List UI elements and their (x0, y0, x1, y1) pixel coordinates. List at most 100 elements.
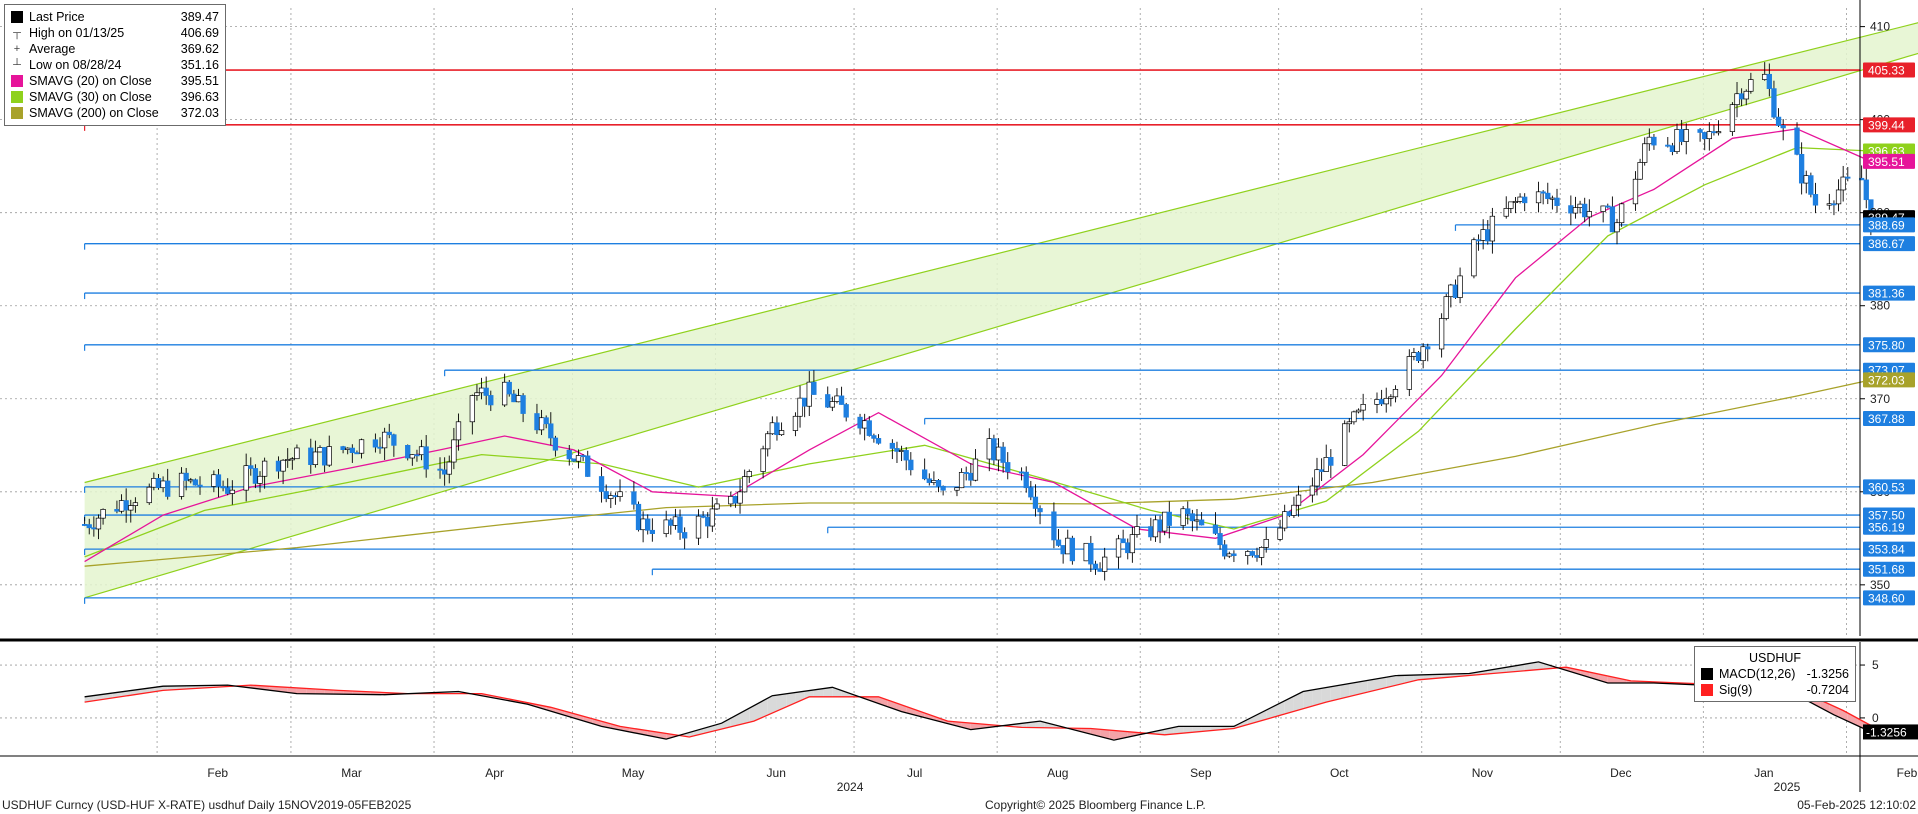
candle-body (321, 447, 328, 466)
price-badge-388.69 (1863, 217, 1915, 233)
legend-item-name: Low on 08/28/24 (29, 58, 122, 72)
candle-body (1618, 203, 1625, 224)
candle-body (995, 446, 1002, 461)
price-badge-375.80 (1863, 337, 1915, 353)
price-badge-386.67 (1863, 236, 1915, 252)
candle-body (515, 395, 522, 403)
candle-body (737, 491, 743, 504)
price-badge-381.36 (1863, 285, 1915, 301)
footer-right: 05-Feb-2025 12:10:02 (1797, 798, 1916, 812)
candle-body (520, 395, 526, 414)
candle-body (1282, 511, 1288, 529)
candle-body (769, 422, 775, 435)
candle-body (585, 455, 591, 477)
candle-body (225, 487, 231, 494)
macd-fill-segment (832, 687, 842, 697)
x-axis-month-label: Nov (1472, 766, 1493, 780)
candle-body (1231, 553, 1237, 557)
candle-body (1222, 544, 1228, 557)
candle-body (1051, 511, 1057, 541)
candle-body (760, 448, 766, 472)
macd-fill-segment (583, 716, 593, 724)
candle-body (1374, 399, 1380, 405)
macd-fill-segment (555, 708, 565, 716)
price-badge-label: 372.03 (1868, 373, 1905, 387)
candle-body (91, 527, 97, 530)
price-badge-label: 381.36 (1868, 287, 1905, 301)
macd-fill-segment (970, 723, 981, 730)
candle-body (349, 447, 355, 453)
price-badge-label: 388.69 (1868, 218, 1905, 232)
candle-body (811, 381, 817, 395)
candle-body (1683, 129, 1689, 142)
candle-body (1835, 189, 1842, 205)
x-axis-month-label: Oct (1330, 766, 1349, 780)
candle-body (1000, 446, 1006, 463)
candle-body (972, 458, 979, 481)
candle-body (1291, 504, 1297, 516)
candle-body (423, 446, 429, 470)
candle-body (1125, 542, 1131, 554)
x-axis-month-label: Sep (1190, 766, 1212, 780)
legend-item-value: 389.47 (180, 10, 219, 24)
candle-body (1189, 513, 1196, 522)
candle-body (483, 387, 489, 396)
candle-body (862, 420, 868, 429)
candle-body (1120, 538, 1126, 544)
candle-body (414, 454, 420, 457)
candle-body (488, 395, 494, 406)
candle-body (1512, 201, 1519, 203)
candle-body (1314, 469, 1320, 487)
candle-body (931, 480, 937, 483)
candle-body (640, 518, 646, 531)
macd-fill-segment (1340, 683, 1350, 699)
candle-body (252, 468, 259, 484)
candle-body (1411, 352, 1417, 357)
candle-body (1032, 496, 1039, 509)
candle-body (243, 465, 249, 491)
legend-row: Last Price 389.47 (11, 9, 219, 25)
candle-body (1457, 275, 1463, 298)
price-badge-label: 405.33 (1868, 64, 1905, 78)
candle-body (377, 446, 383, 449)
candle-body (409, 454, 415, 459)
legend-item-name: SMAVG (200) on Close (29, 106, 159, 120)
candle-body (1157, 519, 1163, 532)
price-badge-395.51 (1863, 153, 1915, 169)
candle-body (114, 509, 120, 512)
candle-body (1540, 191, 1546, 194)
macd-legend-swatch (1701, 668, 1713, 680)
candle-body (954, 487, 960, 491)
candle-body (700, 515, 706, 518)
candle-body (1480, 229, 1486, 241)
candle-body (598, 476, 605, 492)
price-badges: 405.33399.44396.63395.51389.47388.69386.… (1863, 62, 1915, 606)
macd-fill-segment (1543, 663, 1553, 670)
candle-body (746, 471, 752, 477)
macd-legend-row: Sig(9) -0.7204 (1701, 682, 1849, 698)
candle-body (1083, 542, 1089, 562)
candle-body (778, 430, 785, 436)
x-axis-month-label: Jan (1754, 766, 1773, 780)
x-axis-month-label: May (622, 766, 645, 780)
candle-body (1729, 104, 1736, 132)
candle-body (1018, 471, 1025, 474)
x-axis-month-label: Jul (907, 766, 922, 780)
legend-item-name: SMAVG (20) on Close (29, 74, 152, 88)
candle-body (1452, 284, 1459, 298)
candle-body (1185, 508, 1191, 515)
macd-fill-segment (1321, 686, 1331, 704)
candle-body (1840, 176, 1846, 191)
candle-body (1665, 144, 1671, 147)
candle-body (1226, 553, 1232, 557)
macd-fill-segment (1358, 680, 1368, 695)
candle-body (1485, 229, 1491, 242)
macd-fill-segment (1081, 728, 1091, 735)
candle-body (1115, 538, 1122, 558)
macd-legend-row: MACD(12,26) -1.3256 (1701, 666, 1849, 682)
macd-fill-segment (1524, 662, 1534, 671)
candle-body (935, 480, 942, 487)
candle-body (308, 447, 314, 465)
candle-body (1286, 511, 1292, 516)
candle-body (1582, 203, 1588, 218)
